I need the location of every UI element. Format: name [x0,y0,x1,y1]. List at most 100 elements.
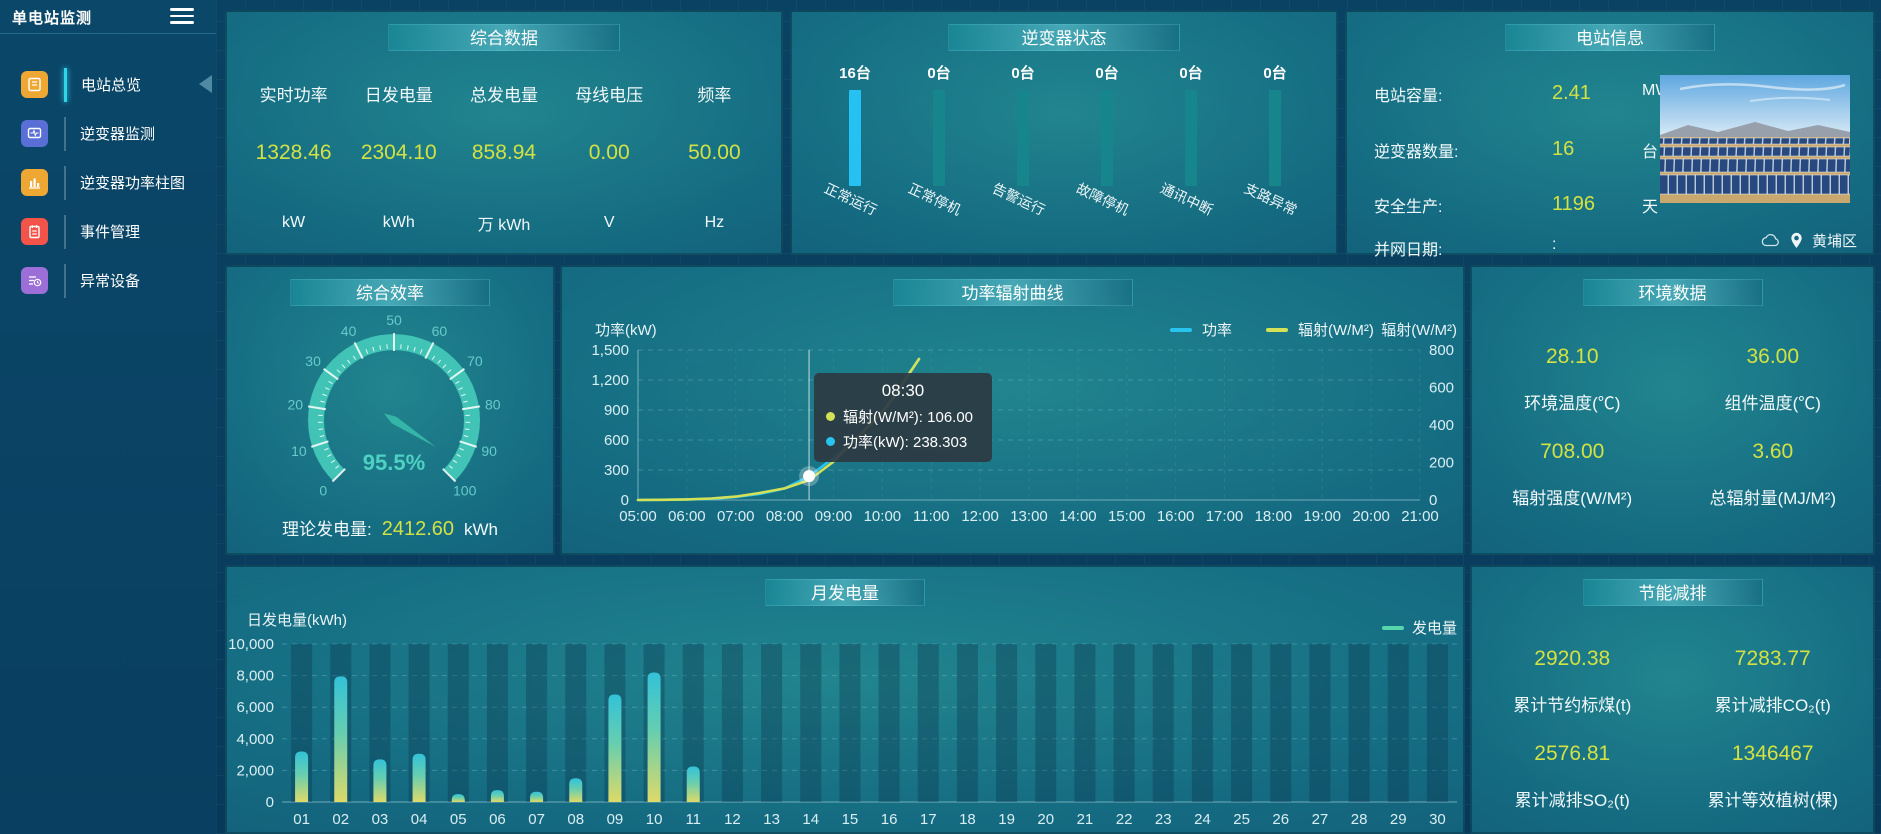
env-label: 组件温度(℃) [1724,394,1821,413]
status-bar [849,90,861,186]
hamburger-menu-icon[interactable] [170,8,194,26]
svg-text:23: 23 [1155,811,1172,828]
tooltip-power: 功率(kW): 238.303 [843,434,968,451]
svg-text:29: 29 [1390,811,1407,828]
info-value: 2.41 [1552,82,1591,104]
svg-text:04: 04 [411,811,428,828]
generation-legend-label: 发电量 [1412,620,1458,637]
station-info-row: 逆变器数量: 16 台 [1374,138,1658,161]
env-cell: 28.10 环境温度(℃) [1472,345,1673,414]
panel-monthly-generation: 月发电量 日发电量(kWh) 发电量 0 2,000 4,000 6,000 8,000… [225,565,1465,834]
station-info-row: 并网日期: : [1374,236,1556,259]
svg-text:200: 200 [1429,455,1454,472]
svg-text:100: 100 [453,483,477,499]
power-radiation-line-chart[interactable]: 0 300 600 900 1,200 1,500 0 200 400 600 800 05:00 06… [562,267,1467,557]
inverter-status-item: 0台 支路异常 [1242,62,1308,218]
svg-text:10: 10 [646,811,663,828]
env-label: 辐射强度(W/M²) [1512,489,1633,508]
sidebar-item-event-management[interactable]: 事件管理 [0,207,216,256]
svg-text:25: 25 [1233,811,1250,828]
stat-label: 总发电量 [469,85,538,105]
line-chart-legend[interactable]: 功率 辐射(W/M²) [1170,319,1374,340]
svg-text:600: 600 [1429,380,1454,397]
radiation-dot-icon [826,412,835,421]
svg-text:27: 27 [1312,811,1329,828]
svg-text:20: 20 [287,396,303,412]
saving-cell: 1346467 累计等效植树(棵) [1673,742,1874,811]
env-value: 28.10 [1545,345,1599,368]
weather-cloud-icon[interactable] [1760,233,1781,248]
saving-cell: 2920.38 累计节约标煤(t) [1472,647,1673,716]
svg-text:13:00: 13:00 [1010,508,1048,525]
svg-text:0: 0 [621,492,629,509]
svg-text:26: 26 [1272,811,1289,828]
env-cell: 36.00 组件温度(℃) [1673,345,1874,414]
overview-grid: 实时功率 日发电量 总发电量 母线电压 频率 1328.46 2304.10 8… [241,67,767,259]
stat-value: 50.00 [688,141,741,164]
inverter-count: 0台 [1179,65,1203,82]
env-value: 36.00 [1746,345,1800,368]
svg-text:40: 40 [341,323,357,339]
svg-text:20:00: 20:00 [1352,508,1390,525]
sidebar-item-abnormal-devices[interactable]: 异常设备 [0,256,216,305]
status-bar [1017,90,1029,186]
station-overview-icon [21,71,48,98]
saving-label: 累计节约标煤(t) [1513,696,1632,715]
energy-saving-grid: 2920.38 累计节约标煤(t) 7283.77 累计减排CO₂(t) 257… [1472,647,1873,811]
info-label: 并网日期: [1374,242,1443,259]
svg-text:13: 13 [763,811,780,828]
svg-text:18:00: 18:00 [1255,508,1293,525]
bar-chart-legend[interactable]: 发电量 [1382,617,1457,638]
sidebar-collapse-arrow-icon[interactable] [199,75,212,93]
station-photo [1660,75,1850,203]
sidebar-item-label: 逆变器监测 [80,126,156,143]
left-axis-label: 功率(kW) [595,322,657,339]
svg-text:18: 18 [959,811,976,828]
theory-generation-row: 理论发电量: 2412.60 kWh [227,515,553,541]
sidebar-item-inverter-power-bars[interactable]: 逆变器功率柱图 [0,158,216,207]
svg-text:08: 08 [567,811,584,828]
right-axis-label: 辐射(W/M²) [1381,322,1457,339]
svg-text:12: 12 [724,811,741,828]
panel-title: 环境数据 [1582,279,1763,306]
env-value: 3.60 [1752,440,1794,463]
svg-text:12:00: 12:00 [961,508,999,525]
svg-text:900: 900 [604,402,629,419]
power-legend-label: 功率 [1202,322,1233,339]
svg-text:06:00: 06:00 [668,508,706,525]
efficiency-gauge-chart[interactable]: 0 10 20 30 40 50 60 70 80 90 100 95.5% [264,312,524,522]
stat-value: 0.00 [588,141,630,164]
svg-text:16: 16 [881,811,898,828]
panel-energy-saving: 节能减排 2920.38 累计节约标煤(t) 7283.77 累计减排CO₂(t… [1470,565,1875,834]
sidebar-item-station-overview[interactable]: 电站总览 [0,60,216,109]
sidebar-item-label: 电站总览 [81,77,142,94]
inverter-monitor-icon [21,120,48,147]
inverter-status-item: 0台 告警运行 [990,62,1056,218]
location-pin-icon[interactable] [1790,232,1803,249]
svg-text:10: 10 [291,443,307,459]
stat-unit: 万 kWh [477,217,531,234]
inverter-status-bars[interactable]: 16台 正常运行 0台 正常停机 0台 告警运行 0台 故障停机 0台 [822,62,1308,218]
panel-overview-data: 综合数据 实时功率 日发电量 总发电量 母线电压 频率 1328.46 2304… [225,10,783,255]
status-bar [1101,90,1113,186]
svg-text:20: 20 [1037,811,1054,828]
svg-text:300: 300 [604,462,629,479]
svg-text:50: 50 [386,312,402,328]
abnormal-device-icon [21,267,48,294]
stat-label: 实时功率 [259,85,328,105]
panel-title: 综合效率 [290,279,490,306]
svg-text:28: 28 [1351,811,1368,828]
monthly-generation-bar-chart[interactable]: 0 2,000 4,000 6,000 8,000 10,000 01 02 03 04 05 06 0… [227,567,1467,834]
env-cell: 708.00 辐射强度(W/M²) [1472,440,1673,509]
power-dot-icon [826,437,835,446]
svg-text:0: 0 [1429,492,1437,509]
event-management-icon [21,218,48,245]
info-value: 1196 [1552,193,1596,215]
inverter-status-item: 0台 故障停机 [1074,62,1140,218]
stat-label: 频率 [697,85,732,105]
svg-text:0: 0 [266,794,274,811]
stat-unit: kW [282,214,306,231]
sidebar-item-inverter-monitor[interactable]: 逆变器监测 [0,109,216,158]
svg-text:90: 90 [481,443,497,459]
info-unit: 天 [1642,199,1659,216]
